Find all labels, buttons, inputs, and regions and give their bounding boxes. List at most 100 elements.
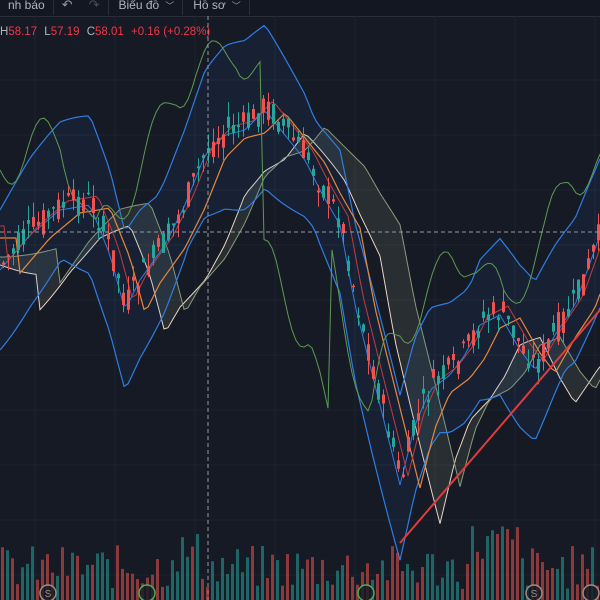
candle-body	[237, 125, 240, 128]
volume-bar	[336, 570, 339, 600]
ohlc-legend: H58.17 L57.19 C58.01 +0.16 (+0.28%)	[0, 26, 214, 38]
volume-bar	[581, 554, 584, 600]
volume-bar	[16, 584, 19, 600]
candle-body	[197, 166, 200, 169]
volume-bar	[431, 554, 434, 600]
volume-bar	[6, 550, 9, 600]
volume-bar	[181, 537, 184, 600]
candle-body	[217, 137, 220, 145]
candle-body	[187, 182, 190, 207]
volume-bar	[56, 575, 59, 600]
candle-body	[442, 365, 445, 379]
redo-button[interactable]: ↷	[81, 0, 108, 13]
candle-body	[112, 250, 115, 272]
low-value: 57.19	[50, 26, 80, 38]
candle-body	[147, 266, 150, 276]
candle-body	[2, 262, 5, 265]
volume-bar	[216, 581, 219, 600]
undo-icon: ↶	[61, 0, 73, 12]
candle-body	[367, 344, 370, 361]
volume-bar	[591, 547, 594, 600]
candle-body	[472, 330, 475, 346]
candle-body	[487, 314, 490, 320]
volume-bar	[376, 573, 379, 600]
candle-body	[522, 345, 525, 354]
event-marker	[525, 584, 543, 600]
candle-body	[267, 101, 270, 120]
candle-body	[347, 260, 350, 272]
candle-body	[562, 311, 565, 333]
candle-body	[392, 437, 395, 447]
undo-button[interactable]: ↶	[54, 0, 81, 13]
candle-body	[502, 301, 505, 313]
volume-bar	[161, 586, 164, 600]
candle-body	[252, 109, 255, 119]
volume-bar	[281, 585, 284, 600]
volume-bar	[511, 539, 514, 600]
profile-dropdown[interactable]: Hồ sơ ﹀	[183, 0, 249, 13]
candle-body	[212, 141, 215, 158]
volume-bar	[366, 563, 369, 600]
candle-body	[322, 185, 325, 198]
volume-bar	[26, 563, 29, 600]
volume-bar	[556, 568, 559, 600]
event-marker	[138, 584, 156, 600]
candle-body	[422, 388, 425, 394]
volume-bar	[246, 557, 249, 600]
low-label: L	[44, 26, 51, 38]
candle-body	[337, 218, 340, 228]
candle-body	[312, 168, 315, 176]
candle-body	[577, 279, 580, 300]
event-marker	[582, 584, 600, 600]
bollinger-lower	[0, 188, 600, 561]
candle-body	[67, 192, 70, 196]
alert-button[interactable]: nh báo	[0, 0, 53, 13]
volume-bar	[391, 546, 394, 600]
toolbar-divider	[52, 0, 54, 15]
candle-body	[462, 341, 465, 344]
candle-body	[227, 116, 230, 128]
volume-bar	[341, 565, 344, 600]
candle-body	[182, 210, 185, 213]
candle-body	[517, 338, 520, 342]
candle-body	[137, 285, 140, 293]
candle-body	[127, 289, 130, 310]
volume-bar	[101, 552, 104, 600]
bollinger-upper	[0, 24, 600, 396]
volume-bar	[521, 558, 524, 600]
candle-body	[282, 118, 285, 126]
candle-body	[457, 361, 460, 374]
candle-body	[477, 331, 480, 338]
volume-bar	[491, 530, 494, 600]
candle-body	[437, 375, 440, 384]
candle-body	[17, 232, 20, 250]
volume-bar	[221, 557, 224, 600]
chart-type-dropdown[interactable]: Biểu đồ ﹀	[109, 0, 183, 13]
candle-body	[202, 155, 205, 159]
cloud-fill	[0, 128, 600, 524]
candle-body	[407, 437, 410, 452]
volume-bar	[321, 559, 324, 600]
volume-bar	[201, 578, 204, 600]
volume-bar	[506, 529, 509, 600]
volume-bar	[576, 584, 579, 600]
candle-body	[382, 394, 385, 404]
candle-body	[547, 339, 550, 348]
volume-bar	[261, 546, 264, 600]
volume-bar	[441, 577, 444, 600]
candle-body	[62, 201, 65, 208]
volume-bar	[256, 585, 259, 600]
volume-bar	[571, 546, 574, 600]
candle-body	[272, 104, 275, 124]
candle-body	[82, 199, 85, 212]
volume-bar	[536, 552, 539, 600]
volume-bar	[501, 526, 504, 600]
volume-bar	[276, 560, 279, 600]
volume-bar	[291, 584, 294, 600]
candle-body	[7, 255, 10, 258]
candle-body	[277, 122, 280, 132]
candle-body	[157, 238, 160, 247]
chart-type-label: Biểu đồ	[118, 0, 160, 12]
volume-bar	[66, 575, 69, 600]
